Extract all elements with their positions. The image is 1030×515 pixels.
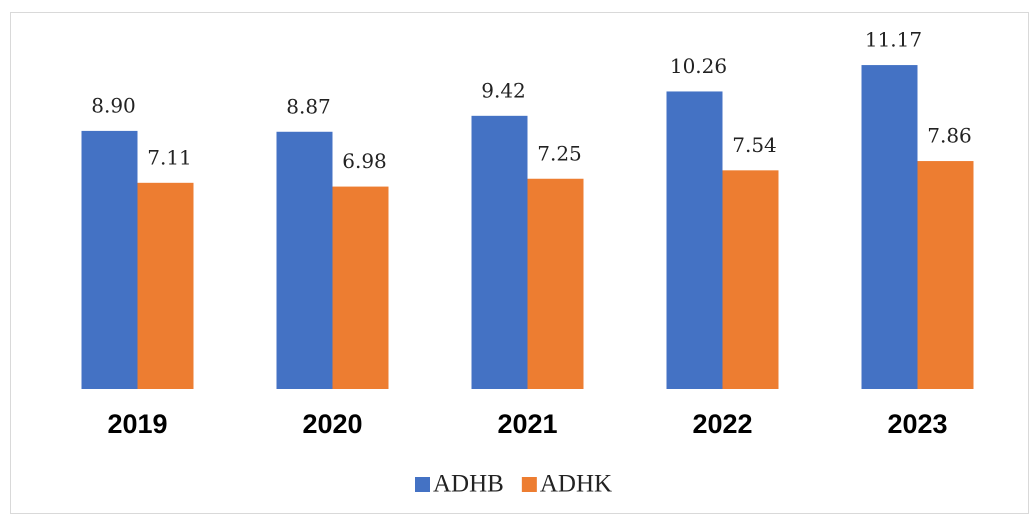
data-label: 7.54 — [732, 133, 777, 157]
bar — [81, 130, 138, 389]
data-label: 7.86 — [927, 124, 972, 148]
data-label: 8.87 — [286, 94, 331, 118]
x-tick-label: 2021 — [497, 409, 557, 439]
x-tick-label: 2020 — [302, 409, 362, 439]
legend-label: ADHB — [433, 471, 504, 498]
bar — [666, 91, 723, 390]
bar — [527, 178, 584, 389]
bar — [861, 65, 918, 389]
bar — [332, 186, 389, 389]
data-label: 11.17 — [865, 28, 922, 52]
bar — [276, 131, 333, 389]
data-label: 9.42 — [481, 78, 526, 102]
bar — [137, 182, 194, 389]
data-label: 7.25 — [537, 141, 582, 165]
legend-swatch — [415, 477, 430, 492]
x-tick-label: 2019 — [107, 409, 167, 439]
bar — [471, 115, 528, 389]
legend-label: ADHK — [540, 471, 612, 498]
x-tick-label: 2022 — [692, 409, 752, 439]
bar — [917, 161, 974, 389]
data-label: 6.98 — [342, 149, 387, 173]
legend-swatch — [521, 477, 537, 492]
data-label: 8.90 — [91, 93, 136, 117]
x-tick-label: 2023 — [887, 409, 947, 439]
data-label: 7.11 — [147, 145, 192, 169]
data-label: 10.26 — [670, 54, 727, 78]
bar — [722, 170, 779, 389]
